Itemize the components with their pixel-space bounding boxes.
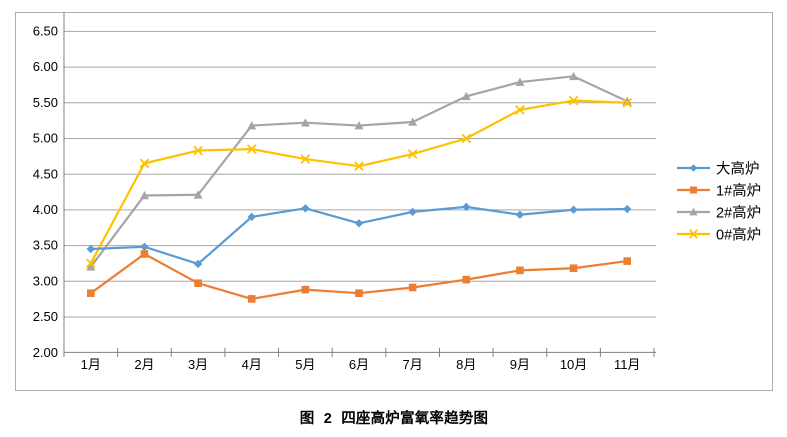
svg-text:1#高炉: 1#高炉 xyxy=(716,183,761,200)
svg-text:4月: 4月 xyxy=(242,357,262,372)
svg-text:1月: 1月 xyxy=(81,357,101,372)
svg-text:2月: 2月 xyxy=(134,357,154,372)
svg-text:9月: 9月 xyxy=(510,357,530,372)
svg-text:8月: 8月 xyxy=(456,357,476,372)
svg-text:6月: 6月 xyxy=(349,357,369,372)
svg-text:大高炉: 大高炉 xyxy=(716,161,760,178)
svg-text:7月: 7月 xyxy=(403,357,423,372)
svg-text:5月: 5月 xyxy=(295,357,315,372)
svg-text:5.00: 5.00 xyxy=(33,131,58,146)
svg-text:11月: 11月 xyxy=(614,357,641,372)
svg-text:6.00: 6.00 xyxy=(33,59,58,74)
svg-text:2.50: 2.50 xyxy=(33,309,58,324)
svg-text:5.50: 5.50 xyxy=(33,95,58,110)
svg-text:0#高炉: 0#高炉 xyxy=(716,227,761,244)
svg-text:4.50: 4.50 xyxy=(33,166,58,181)
svg-text:10月: 10月 xyxy=(560,357,587,372)
svg-text:6.50: 6.50 xyxy=(33,24,58,39)
svg-text:2.00: 2.00 xyxy=(33,345,58,360)
svg-text:2#高炉: 2#高炉 xyxy=(716,205,761,222)
svg-text:4.00: 4.00 xyxy=(33,202,58,217)
svg-text:3.00: 3.00 xyxy=(33,273,58,288)
svg-text:3月: 3月 xyxy=(188,357,208,372)
svg-text:3.50: 3.50 xyxy=(33,238,58,253)
